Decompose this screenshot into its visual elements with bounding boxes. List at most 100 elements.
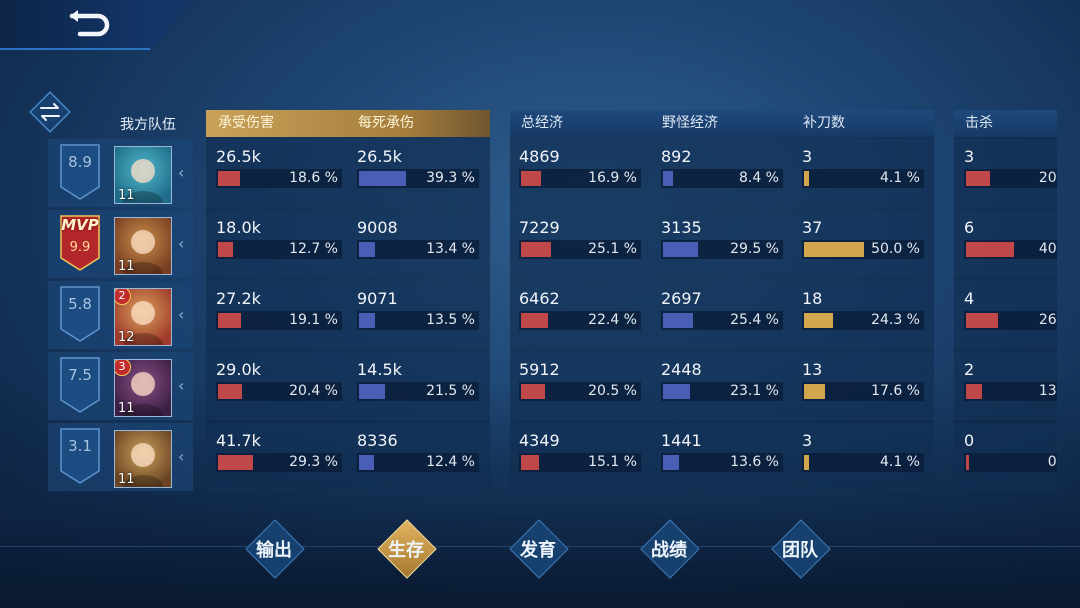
jungle-gold-bar: 29.5 % [661,240,783,259]
total-gold-bar: 15.1 % [519,453,641,472]
combat-header: 击杀 [954,110,1057,137]
swap-team-button[interactable] [28,90,72,134]
hero-portrait-icon [123,372,163,416]
player-row[interactable]: MVP 9.9 11 ‹ [48,210,193,278]
damage-taken-percent: 12.7 % [289,241,338,257]
nav-tab[interactable]: 团队 [768,516,832,580]
last-hits-percent: 50.0 % [871,241,920,257]
rank-badge: 2 [115,289,131,305]
back-button[interactable] [66,10,114,40]
rank-badge: 3 [115,360,131,376]
damage-per-death-percent: 21.5 % [426,383,475,399]
survival-header: 承受伤害 每死承伤 [206,110,490,137]
jungle-gold-percent: 8.4 % [738,170,779,186]
jungle-gold-value: 1441 [661,431,702,450]
jungle-gold-bar: 8.4 % [661,169,783,188]
damage-per-death-value: 9071 [357,289,398,308]
last-hits-bar: 50.0 % [802,240,924,259]
nav-tab-label: 生存 [388,540,424,561]
damage-taken-bar-fill [218,313,241,328]
nav-tab-label: 战绩 [651,540,687,561]
last-hits-value: 37 [802,218,823,237]
damage-taken-bar: 12.7 % [216,240,342,259]
player-score: 7.5 [68,366,92,384]
damage-taken-value: 41.7k [216,431,261,450]
jungle-gold-value: 892 [661,147,692,166]
last-hits-bar-fill [804,313,833,328]
header-total-gold: 总经济 [521,115,563,131]
player-row[interactable]: 5.8 2 12 ‹ [48,281,193,349]
damage-per-death-bar: 12.4 % [357,453,479,472]
damage-taken-bar: 20.4 % [216,382,342,401]
total-gold-bar: 20.5 % [519,382,641,401]
score-shield-icon [60,286,100,342]
nav-tab[interactable]: 战绩 [637,516,701,580]
total-gold-value: 4349 [519,431,560,450]
nav-tab[interactable]: 生存 [374,516,438,580]
damage-taken-bar-fill [218,384,242,399]
jungle-gold-value: 3135 [661,218,702,237]
header-jungle-gold: 野怪经济 [662,115,718,131]
nav-tab-label: 团队 [782,540,818,561]
nav-tab[interactable]: 发育 [506,516,570,580]
kills-bar: 13.3 [964,382,1057,401]
jungle-gold-bar: 25.4 % [661,311,783,330]
damage-per-death-bar-fill [359,313,375,328]
chevron-left-icon[interactable]: ‹ [178,234,185,253]
last-hits-percent: 17.6 % [871,383,920,399]
total-gold-bar: 22.4 % [519,311,641,330]
kills-bar-fill [966,313,998,328]
player-score: 9.9 [69,240,91,255]
player-score: 3.1 [68,437,92,455]
last-hits-bar-fill [804,384,825,399]
damage-taken-value: 18.0k [216,218,261,237]
total-gold-percent: 20.5 % [588,383,637,399]
hero-portrait-icon [123,159,163,203]
last-hits-percent: 4.1 % [879,170,920,186]
kills-bar-fill [966,455,969,470]
kills-percent: 40.0 [1038,241,1057,257]
jungle-gold-bar-fill [663,455,679,470]
jungle-gold-percent: 25.4 % [730,312,779,328]
mvp-badge-icon [60,215,100,271]
player-row[interactable]: 7.5 3 11 ‹ [48,352,193,420]
hero-avatar: 2 12 [114,288,172,346]
last-hits-value: 18 [802,289,823,308]
kills-value: 4 [964,289,975,308]
nav-tab[interactable]: 输出 [242,516,306,580]
kills-value: 0 [964,431,975,450]
hero-level: 12 [118,330,135,345]
back-frame-line [0,48,150,50]
damage-per-death-value: 26.5k [357,147,402,166]
last-hits-bar-fill [804,171,809,186]
chevron-left-icon[interactable]: ‹ [178,376,185,395]
chevron-left-icon[interactable]: ‹ [178,305,185,324]
last-hits-value: 3 [802,147,813,166]
player-score: 8.9 [68,153,92,171]
economy-panel: 总经济 野怪经济 补刀数 4869 16.9 % 892 8.4 % 3 4.1 % 722… [510,110,934,491]
last-hits-bar: 17.6 % [802,382,924,401]
swap-arrows-icon [29,91,71,133]
damage-per-death-bar: 39.3 % [357,169,479,188]
kills-percent: 13.3 [1038,383,1057,399]
damage-per-death-percent: 12.4 % [426,454,475,470]
chevron-left-icon[interactable]: ‹ [178,447,185,466]
damage-taken-percent: 29.3 % [289,454,338,470]
kills-bar: 0.0 [964,453,1057,472]
damage-taken-bar-fill [218,171,240,186]
damage-taken-percent: 19.1 % [289,312,338,328]
player-row[interactable]: 8.9 11 ‹ [48,139,193,207]
hero-level: 11 [118,401,135,416]
total-gold-bar: 25.1 % [519,240,641,259]
damage-per-death-value: 8336 [357,431,398,450]
jungle-gold-bar: 13.6 % [661,453,783,472]
jungle-gold-value: 2697 [661,289,702,308]
damage-per-death-bar-fill [359,455,374,470]
survival-panel: 承受伤害 每死承伤 26.5k 18.6 % 26.5k 39.3 % 18.0k 12.… [206,110,490,491]
damage-per-death-bar: 13.5 % [357,311,479,330]
damage-taken-percent: 18.6 % [289,170,338,186]
player-row[interactable]: 3.1 11 ‹ [48,423,193,491]
chevron-left-icon[interactable]: ‹ [178,163,185,182]
damage-taken-value: 26.5k [216,147,261,166]
jungle-gold-percent: 23.1 % [730,383,779,399]
